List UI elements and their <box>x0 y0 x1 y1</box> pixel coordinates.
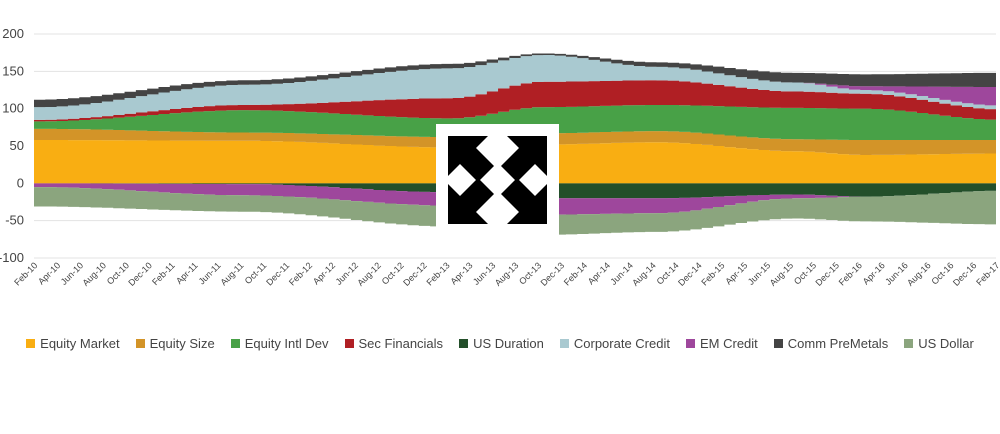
x-tick-label: Aug-13 <box>493 260 521 288</box>
x-tick-label: Feb-16 <box>837 260 864 287</box>
legend-swatch <box>685 338 695 348</box>
x-tick-label: Aug-16 <box>905 260 933 288</box>
legend-label: Sec Financials <box>358 335 444 351</box>
y-tick-label: 200 <box>2 26 24 41</box>
x-tick-label: Apr-11 <box>174 260 200 286</box>
x-tick-label: Apr-10 <box>36 260 62 286</box>
y-tick-label: 150 <box>2 63 24 78</box>
area-us-dollar <box>34 187 996 235</box>
legend-label: Equity Size <box>149 335 215 351</box>
x-tick-label: Feb-14 <box>562 260 589 287</box>
legend-swatch <box>26 338 36 348</box>
legend-item[interactable]: US Dollar <box>904 333 974 353</box>
expand-button[interactable] <box>436 124 559 236</box>
legend-swatch <box>344 338 354 348</box>
legend-item[interactable]: Corporate Credit <box>559 333 670 353</box>
x-tick-label: Apr-12 <box>311 260 337 286</box>
legend-swatch <box>904 338 914 348</box>
y-axis-ticks: -100 -50 0 50 100 150 200 <box>0 26 24 265</box>
x-tick-label: Feb-11 <box>150 260 177 287</box>
x-tick-label: Dec-12 <box>401 260 429 288</box>
legend-swatch <box>230 338 240 348</box>
x-axis-ticks: Feb-10Apr-10Jun-10Aug-10Oct-10Dec-10Feb-… <box>12 260 1000 288</box>
legend-label: Comm PreMetals <box>787 335 889 351</box>
legend-swatch <box>559 338 569 348</box>
legend-item[interactable]: US Duration <box>459 333 544 353</box>
legend-item[interactable]: Equity Size <box>135 333 215 353</box>
legend-label: US Duration <box>473 335 544 351</box>
legend-swatch <box>135 338 145 348</box>
legend-label: US Dollar <box>918 335 974 351</box>
legend-label: Equity Intl Dev <box>244 335 329 351</box>
legend-item[interactable]: Equity Intl Dev <box>230 333 329 353</box>
legend-swatch <box>459 338 469 348</box>
x-tick-label: Feb-15 <box>699 260 726 287</box>
area-comm-premetals <box>34 53 996 108</box>
x-tick-label: Aug-12 <box>355 260 383 288</box>
x-tick-label: Apr-16 <box>861 260 887 286</box>
x-tick-label: Feb-13 <box>424 260 451 287</box>
x-tick-label: Aug-15 <box>768 260 796 288</box>
x-tick-label: Dec-16 <box>951 260 979 288</box>
x-tick-label: Dec-13 <box>539 260 567 288</box>
area-sec-financials <box>34 80 996 122</box>
legend-label: Corporate Credit <box>573 335 670 351</box>
y-tick-label: 0 <box>17 175 24 190</box>
x-tick-label: Aug-14 <box>630 260 658 288</box>
legend-item[interactable]: Comm PreMetals <box>773 333 889 353</box>
y-tick-label: 100 <box>2 101 24 116</box>
legend-swatch <box>773 338 783 348</box>
legend-item[interactable]: Sec Financials <box>344 333 444 353</box>
x-tick-label: Jun-11 <box>197 260 223 286</box>
legend-item[interactable]: Equity Market <box>26 333 120 353</box>
y-tick-label: 50 <box>10 138 24 153</box>
x-tick-label: Dec-15 <box>813 260 841 288</box>
legend-item[interactable]: EM Credit <box>685 333 758 353</box>
x-tick-label: Dec-10 <box>126 260 154 288</box>
x-tick-label: Apr-14 <box>586 260 612 286</box>
x-tick-label: Apr-13 <box>448 260 474 286</box>
x-tick-label: Dec-14 <box>676 260 704 288</box>
legend-label: Equity Market <box>40 335 120 351</box>
x-tick-label: Feb-12 <box>287 260 314 287</box>
x-tick-label: Apr-15 <box>723 260 749 286</box>
x-tick-label: Aug-11 <box>218 260 245 287</box>
y-tick-label: -50 <box>5 213 24 228</box>
x-tick-label: Feb-17 <box>974 260 1000 287</box>
expand-arrows-icon <box>448 136 547 224</box>
legend: Equity Market Equity Size Equity Intl Dev S… <box>0 333 1000 353</box>
x-tick-label: Dec-11 <box>264 260 291 287</box>
area-corporate-credit <box>34 54 996 120</box>
legend-label: EM Credit <box>699 335 758 351</box>
x-tick-label: Aug-10 <box>81 260 109 288</box>
y-tick-label: -100 <box>0 250 24 265</box>
area-equity-intl-dev <box>34 104 996 141</box>
x-tick-label: Oct-11 <box>243 260 269 286</box>
